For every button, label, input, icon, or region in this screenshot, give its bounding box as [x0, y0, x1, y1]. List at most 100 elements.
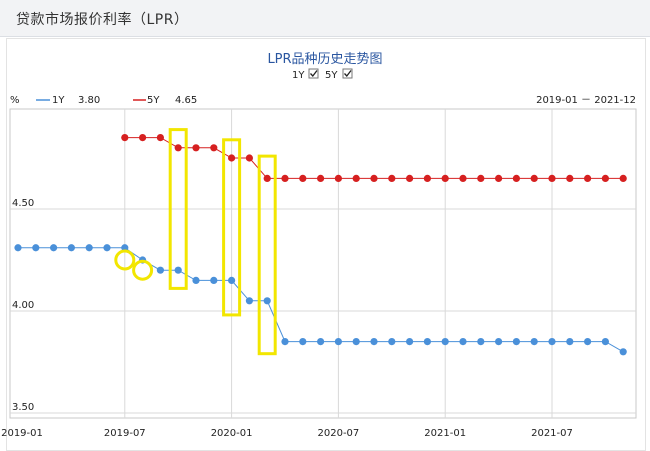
page-title: 贷款市场报价利率（LPR） [16, 12, 189, 28]
y-tick-label: 4.00 [12, 300, 34, 311]
x-tick-label: 2019-07 [104, 428, 146, 439]
data-point-1y [584, 338, 592, 346]
data-point-1y [245, 297, 253, 305]
data-point-1y [14, 244, 22, 252]
data-point-1y [352, 338, 360, 346]
toggle-5y-check-icon [344, 70, 352, 78]
series-toggles: 1Y 5Y [292, 68, 353, 81]
y-axis-unit: % [10, 95, 20, 106]
series-line-5y [124, 137, 624, 179]
data-point-1y [441, 338, 449, 346]
x-tick-label: 2020-01 [211, 428, 253, 439]
data-point-1y [423, 338, 431, 346]
data-point-1y [50, 244, 58, 252]
data-point-1y [619, 348, 627, 356]
data-point-5y [210, 144, 218, 152]
x-tick-label: 2021-07 [531, 428, 573, 439]
data-point-1y [566, 338, 574, 346]
data-point-5y [584, 174, 592, 182]
data-point-1y [317, 338, 325, 346]
data-point-5y [352, 174, 360, 182]
data-point-1y [370, 338, 378, 346]
toggle-1y-check-icon [310, 70, 318, 78]
chart-title: LPR品种历史走势图 [267, 51, 382, 67]
data-point-5y [192, 144, 200, 152]
data-point-1y [334, 338, 342, 346]
data-point-1y [121, 244, 129, 252]
legend-1y-value: 3.80 [78, 95, 100, 106]
data-point-5y [299, 174, 307, 182]
data-point-5y [121, 134, 129, 142]
series-line-1y [18, 247, 624, 353]
data-point-1y [85, 244, 93, 252]
toggle-1y-checkbox[interactable] [308, 68, 319, 79]
data-point-5y [495, 174, 503, 182]
data-point-5y [477, 174, 485, 182]
data-point-5y [174, 144, 182, 152]
data-point-5y [441, 174, 449, 182]
legend-5y-value: 4.65 [175, 95, 197, 106]
toggle-5y-checkbox[interactable] [342, 68, 353, 79]
data-point-5y [601, 174, 610, 182]
data-point-5y [512, 174, 521, 182]
data-point-1y [192, 276, 200, 284]
data-point-1y [32, 244, 40, 252]
data-point-1y [495, 338, 503, 346]
highlight-box [257, 154, 277, 356]
highlight-circle [114, 249, 136, 271]
data-point-1y [67, 244, 75, 252]
x-tick-label: 2020-07 [318, 428, 360, 439]
data-point-1y [263, 297, 271, 305]
date-range-label: 2019-01 － 2021-12 [536, 95, 636, 106]
data-point-1y [548, 338, 556, 346]
toggle-5y-label: 5Y [325, 70, 338, 81]
data-point-5y [566, 174, 574, 182]
data-point-5y [334, 174, 342, 182]
y-tick-label: 4.50 [12, 198, 34, 209]
data-point-1y [601, 338, 610, 346]
data-point-5y [406, 174, 414, 182]
data-point-5y [281, 174, 289, 182]
data-point-1y [210, 276, 218, 284]
x-tick-label: 2019-01 [1, 428, 43, 439]
data-point-5y [548, 174, 556, 182]
data-point-5y [263, 174, 271, 182]
data-point-1y [156, 266, 164, 274]
data-point-1y [477, 338, 485, 346]
x-tick-label: 2021-01 [424, 428, 466, 439]
legend: 1Y 3.80 5Y 4.65 [36, 95, 197, 106]
data-point-5y [459, 174, 467, 182]
data-point-1y [103, 244, 111, 252]
data-point-1y [174, 266, 182, 274]
data-point-5y [228, 154, 236, 162]
data-point-1y [512, 338, 521, 346]
data-point-1y [406, 338, 414, 346]
data-point-1y [459, 338, 467, 346]
data-point-5y [156, 134, 164, 142]
data-point-5y [619, 174, 627, 182]
toggle-1y-label: 1Y [292, 70, 305, 81]
data-point-1y [299, 338, 307, 346]
page-header: 贷款市场报价利率（LPR） [0, 0, 650, 37]
data-point-5y [317, 174, 325, 182]
data-point-5y [245, 154, 253, 162]
chart-panel [6, 38, 646, 451]
legend-5y-name: 5Y [147, 95, 160, 106]
data-point-5y [530, 174, 538, 182]
data-point-1y [530, 338, 538, 346]
legend-1y-name: 1Y [52, 95, 65, 106]
data-point-5y [388, 174, 396, 182]
highlight-box [222, 138, 242, 317]
plot-area: 4.50 4.00 3.50 2019-01 2019-07 2020-01 2020-07… [1, 108, 637, 439]
data-point-1y [388, 338, 396, 346]
data-point-5y [370, 174, 378, 182]
plot-frame [9, 108, 637, 419]
y-tick-label: 3.50 [12, 402, 34, 413]
data-point-1y [281, 338, 289, 346]
data-point-5y [423, 174, 431, 182]
data-point-1y [228, 276, 236, 284]
data-point-5y [139, 134, 147, 142]
highlight-circle [132, 259, 154, 281]
highlight-box [168, 128, 188, 290]
